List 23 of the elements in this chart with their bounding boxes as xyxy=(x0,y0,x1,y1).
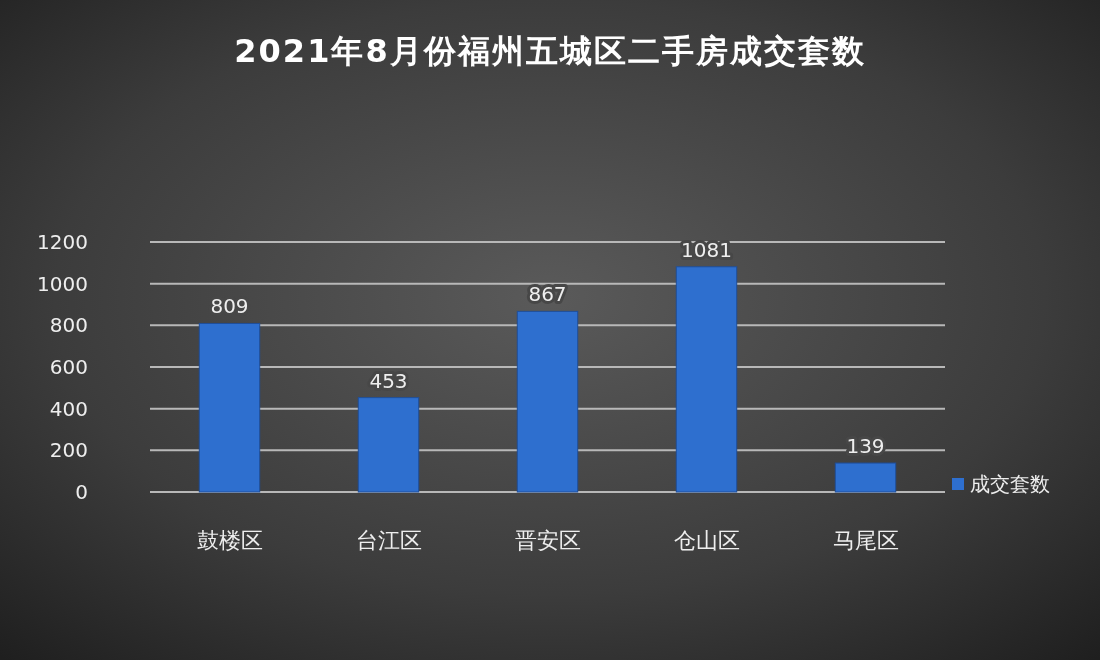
y-tick-label: 0 xyxy=(75,480,88,504)
data-label: 1081 xyxy=(681,237,732,262)
data-label: 453 xyxy=(369,368,408,393)
y-tick-label: 1000 xyxy=(37,271,88,296)
y-tick-label: 200 xyxy=(49,438,88,463)
x-tick-label: 台江区 xyxy=(355,528,422,553)
y-tick-label: 400 xyxy=(49,396,88,421)
bar xyxy=(198,322,261,493)
x-tick-label: 仓山区 xyxy=(673,528,740,553)
y-tick-label: 600 xyxy=(49,355,88,379)
x-tick-label: 晋安区 xyxy=(514,528,581,553)
bar xyxy=(834,462,897,493)
bar xyxy=(516,310,579,493)
data-label: 867 xyxy=(528,282,567,307)
y-tick-label: 1200 xyxy=(37,230,88,254)
x-tick-label: 鼓楼区 xyxy=(196,528,263,553)
x-tick-label: 马尾区 xyxy=(832,528,899,553)
legend-label: 成交套数 xyxy=(970,472,1050,496)
y-tick-label: 800 xyxy=(49,313,88,338)
data-label: 809 xyxy=(210,294,249,319)
bar xyxy=(357,397,420,493)
chart-title: 2021年8月份福州五城区二手房成交套数 xyxy=(234,32,866,70)
bar xyxy=(675,266,738,493)
